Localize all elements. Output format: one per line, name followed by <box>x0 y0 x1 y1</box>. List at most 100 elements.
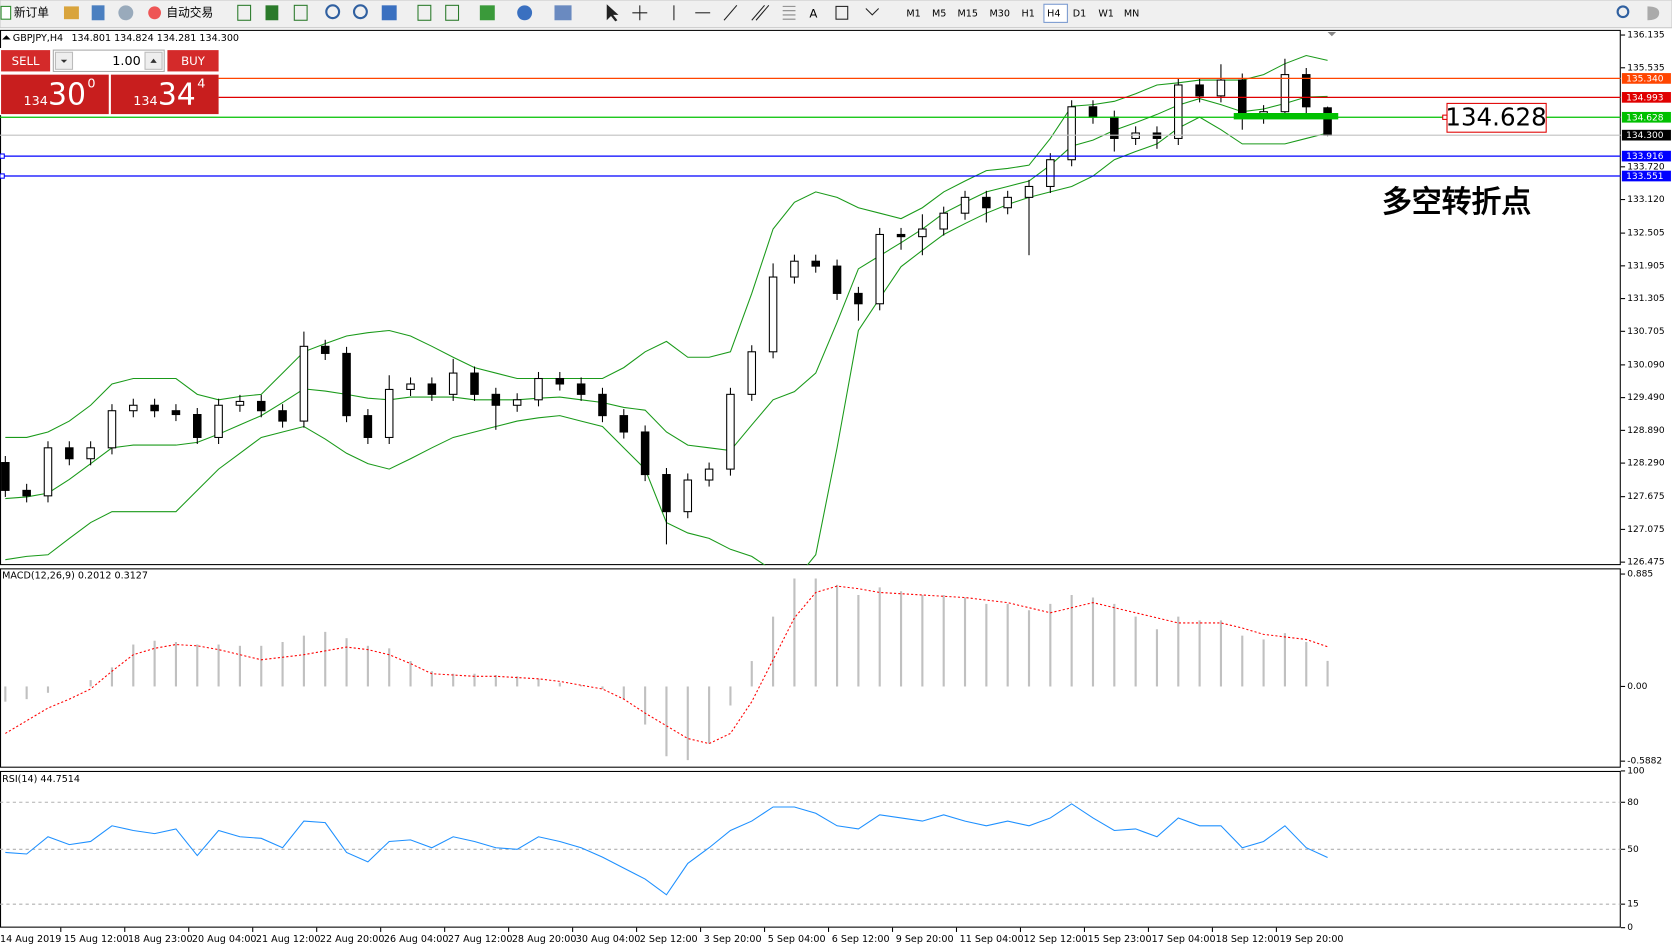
candle-body <box>960 196 970 214</box>
collapse-icon[interactable] <box>2 35 11 40</box>
candle-body <box>320 345 330 354</box>
text-tool[interactable]: A <box>809 6 817 20</box>
buy-label[interactable]: BUY <box>181 54 206 68</box>
icon[interactable] <box>265 5 279 21</box>
candle-body <box>193 414 202 438</box>
candle-body <box>1024 185 1034 198</box>
menu-icon[interactable] <box>1647 6 1660 21</box>
new-order-label[interactable]: 新订单 <box>14 5 49 19</box>
level-handle <box>0 173 5 179</box>
timeframe-button[interactable]: D1 <box>1073 8 1086 19</box>
bid-box[interactable] <box>1 74 109 115</box>
x-tick-label: 20 Aug 04:00 <box>192 934 257 945</box>
timeframe-button[interactable]: M1 <box>906 8 920 19</box>
x-tick-label: 6 Sep 12:00 <box>832 934 890 945</box>
timeframe-button[interactable]: H4 <box>1047 8 1060 19</box>
timeframe-button[interactable]: M15 <box>958 8 978 19</box>
candle-body <box>1046 159 1055 187</box>
icon[interactable] <box>293 4 308 21</box>
icon[interactable] <box>417 4 432 21</box>
channel-tool[interactable] <box>751 4 770 21</box>
chart-subtitle: 134.801 134.824 134.281 134.300 <box>71 33 239 44</box>
timeframe-button[interactable]: H1 <box>1022 8 1035 19</box>
x-tick-label: 22 Aug 20:00 <box>320 934 385 945</box>
candle-body <box>726 393 735 470</box>
icon[interactable] <box>517 5 533 21</box>
ask-sup[interactable]: 4 <box>197 77 205 92</box>
y-tick-label: 132.505 <box>1627 229 1664 239</box>
x-tick-label: 17 Sep 04:00 <box>1152 934 1216 945</box>
candle-body <box>918 228 927 238</box>
y-tick-label: 0.00 <box>1627 682 1647 692</box>
candle-body <box>1152 132 1162 139</box>
y-tick-label: 131.905 <box>1627 261 1664 271</box>
trendline-tool[interactable] <box>723 4 738 21</box>
candle-body <box>1088 106 1098 118</box>
timeframe-button[interactable]: MN <box>1124 8 1139 19</box>
candle-body <box>1216 79 1226 97</box>
candle-body <box>982 196 991 209</box>
x-tick-label: 15 Sep 23:00 <box>1088 934 1152 945</box>
icon[interactable] <box>352 4 368 20</box>
y-tick-label: -0.5882 <box>1627 757 1662 767</box>
icon[interactable] <box>445 4 460 21</box>
rsi-plot <box>0 801 1621 905</box>
ask-box[interactable] <box>110 74 219 115</box>
ask-big[interactable]: 134 <box>133 94 157 109</box>
crosshair-tool[interactable] <box>632 5 648 21</box>
search-icon[interactable] <box>1616 5 1630 19</box>
candle-body <box>790 260 799 278</box>
x-tick-label: 5 Sep 04:00 <box>768 934 826 945</box>
timeframe-button[interactable]: M5 <box>932 8 946 19</box>
icon[interactable] <box>325 4 341 20</box>
candle-body <box>875 233 884 305</box>
candle-body <box>107 410 117 449</box>
toolbar: 新订单 自动交易 A M1 M5 M15 M30 H1 H4 D1 W1 MN <box>0 0 1672 29</box>
active-timeframe-bg[interactable] <box>1043 3 1068 23</box>
y-tick-label: 128.890 <box>1627 426 1665 436</box>
auto-trading-button[interactable]: 自动交易 <box>148 5 213 19</box>
candle-body <box>619 415 629 433</box>
rsi-line <box>5 803 1328 896</box>
icon[interactable] <box>118 5 134 21</box>
candle-body <box>854 292 863 305</box>
icon[interactable] <box>91 5 105 21</box>
icon[interactable] <box>479 5 495 21</box>
label-tool[interactable] <box>835 5 849 20</box>
volume-value[interactable]: 1.00 <box>112 54 140 69</box>
x-tick-label: 30 Aug 04:00 <box>576 934 641 945</box>
bid-main[interactable]: 30 <box>48 77 86 112</box>
ask-main[interactable]: 34 <box>158 77 196 112</box>
icon[interactable] <box>237 4 252 21</box>
cursor-tool[interactable] <box>606 4 619 22</box>
new-order-button[interactable]: 新订单 <box>0 5 49 20</box>
timeframe-button[interactable]: M30 <box>990 8 1010 19</box>
icon[interactable] <box>63 6 79 20</box>
auto-trading-label[interactable]: 自动交易 <box>166 5 213 19</box>
y-tick-label: 100 <box>1627 766 1645 776</box>
bid-sup[interactable]: 0 <box>87 77 95 92</box>
candle-body <box>171 410 181 416</box>
chart-shift-marker <box>1327 31 1337 37</box>
bid-big[interactable]: 134 <box>23 94 47 109</box>
bid-tag <box>1621 129 1671 141</box>
y-tick-label: 130.090 <box>1627 360 1665 370</box>
candle-body <box>534 377 543 401</box>
rsi-title: RSI(14) 44.7514 <box>2 774 80 785</box>
timeframe-button[interactable]: W1 <box>1098 8 1114 19</box>
sell-label[interactable]: SELL <box>12 54 40 68</box>
volume-box[interactable] <box>52 49 165 72</box>
icon[interactable] <box>554 5 572 21</box>
arrows-tool[interactable] <box>865 8 880 16</box>
candle-body <box>662 474 671 513</box>
price-box <box>1446 102 1547 133</box>
candle-body <box>342 352 351 417</box>
y-tick-label: 131.305 <box>1627 294 1664 304</box>
buy-button[interactable] <box>167 50 219 72</box>
candle-body <box>832 265 842 294</box>
fibo-tool[interactable] <box>782 5 796 20</box>
sell-button[interactable] <box>1 50 51 72</box>
candle-body <box>1238 79 1247 118</box>
icon[interactable] <box>381 5 397 21</box>
